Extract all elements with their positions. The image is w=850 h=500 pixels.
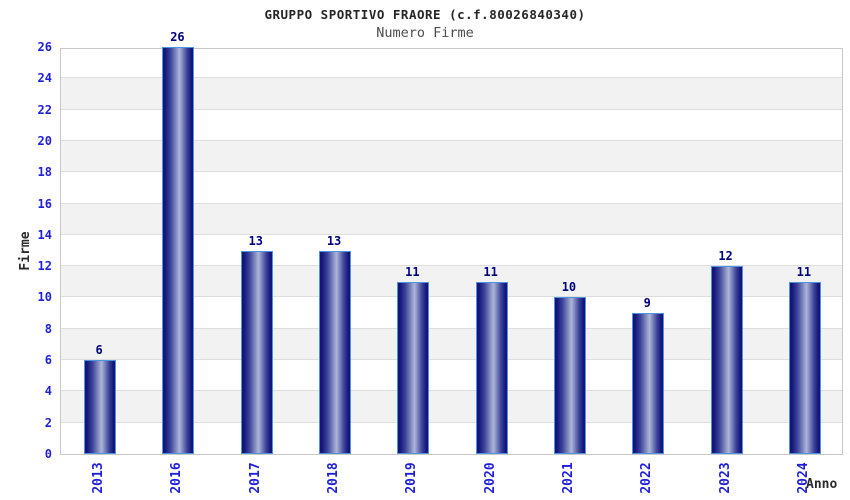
x-tick-label: 2019: [404, 462, 420, 494]
bar-2022: [632, 313, 665, 454]
x-tick-label: 2013: [91, 462, 107, 494]
plot-area: [60, 47, 843, 455]
y-tick-label: 26: [37, 40, 52, 54]
x-tick-label: 2020: [482, 462, 498, 494]
y-tick-label: 2: [44, 415, 52, 430]
bar-2024: [788, 281, 821, 454]
y-tick-label: 12: [37, 259, 52, 274]
bar-2016: [162, 47, 195, 454]
bar-value-label: 12: [718, 249, 733, 264]
bar-2019: [397, 281, 430, 454]
gridline: [61, 327, 842, 329]
gridline: [61, 139, 842, 141]
x-axis-title: Anno: [806, 477, 838, 492]
bar-2018: [319, 250, 352, 454]
chart-subtitle: Numero Firme: [376, 25, 474, 41]
bar-2021: [553, 297, 586, 454]
y-tick-label: 8: [44, 321, 52, 336]
bar-value-label: 11: [483, 264, 498, 279]
gridline: [61, 390, 842, 392]
y-tick-label: 16: [37, 196, 52, 211]
gridline: [61, 233, 842, 235]
y-tick-label: 0: [44, 447, 52, 461]
bar-2023: [710, 266, 743, 454]
y-tick-label: 20: [37, 133, 52, 148]
y-tick-label: 18: [37, 165, 52, 180]
x-tick-label: 2023: [717, 462, 733, 494]
bar-value-label: 11: [796, 264, 812, 279]
bar-value-label: 6: [95, 343, 103, 358]
gridline: [61, 202, 842, 204]
y-tick-label: 6: [44, 353, 52, 368]
bar-value-label: 26: [170, 30, 185, 44]
bar-value-label: 11: [405, 264, 420, 279]
gridline: [61, 421, 842, 423]
bar-value-label: 10: [561, 280, 577, 295]
gridline: [61, 77, 842, 79]
gridline: [61, 265, 842, 267]
y-tick-label: 10: [37, 290, 52, 305]
y-tick-label: 24: [37, 71, 52, 86]
bar-2020: [475, 281, 508, 454]
gridline: [61, 359, 842, 361]
bar-value-label: 13: [248, 233, 263, 248]
x-tick-label: 2022: [639, 462, 655, 494]
x-tick-label: 2018: [326, 462, 342, 494]
chart-title: GRUPPO SPORTIVO FRAORE (c.f.80026840340): [264, 7, 586, 22]
gridline: [61, 296, 842, 298]
bar-2017: [240, 250, 273, 454]
y-tick-label: 4: [44, 384, 52, 399]
y-tick-label: 22: [37, 102, 52, 117]
gridline: [61, 171, 842, 173]
x-tick-label: 2017: [247, 462, 263, 494]
bar-value-label: 13: [326, 233, 342, 248]
x-tick-label: 2016: [169, 462, 185, 494]
x-tick-label: 2024: [795, 462, 811, 494]
bar-2013: [84, 360, 117, 454]
y-tick-label: 14: [37, 227, 52, 242]
bar-value-label: 9: [643, 296, 651, 311]
gridline: [61, 108, 842, 110]
x-tick-label: 2021: [560, 462, 576, 494]
